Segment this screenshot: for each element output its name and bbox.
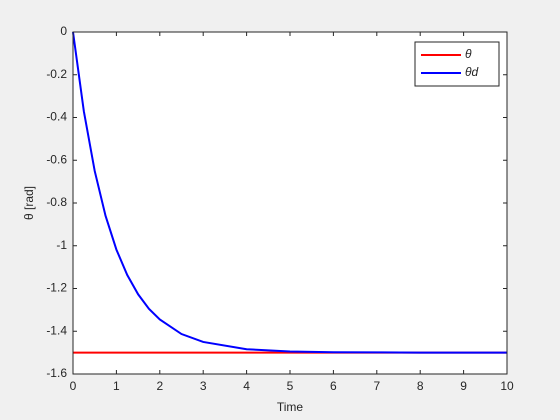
x-tick-label: 4 — [243, 379, 250, 393]
x-tick-label: 0 — [70, 379, 77, 393]
y-tick-label: -0.8 — [46, 195, 67, 209]
y-tick-label: -0.4 — [46, 110, 67, 124]
legend-box — [414, 41, 500, 87]
x-tick-label: 7 — [373, 379, 380, 393]
x-tick-label: 10 — [500, 379, 514, 393]
axes-box — [72, 31, 508, 375]
x-tick-label: 6 — [330, 379, 337, 393]
y-axis-label: θ [rad] — [22, 186, 36, 220]
x-axis-label: Time — [277, 400, 304, 414]
series-line — [72, 31, 507, 354]
y-tick-label: -1 — [56, 238, 67, 252]
y-tick-label: -1.2 — [46, 281, 67, 295]
y-tick-label: -1.4 — [46, 323, 67, 337]
legend-label: θd — [465, 65, 479, 79]
y-tick-label: -0.6 — [46, 152, 67, 166]
plot-area — [73, 32, 507, 374]
x-tick-label: 9 — [460, 379, 467, 393]
y-tick-label: -1.6 — [46, 366, 67, 380]
legend-label: θ — [465, 47, 472, 61]
x-tick-label: 1 — [113, 379, 120, 393]
x-tick-label: 8 — [417, 379, 424, 393]
y-tick-label: 0 — [60, 24, 67, 38]
y-tick-label: -0.2 — [46, 67, 67, 81]
x-tick-label: 5 — [287, 379, 294, 393]
x-tick-label: 2 — [156, 379, 163, 393]
x-tick-label: 3 — [200, 379, 207, 393]
